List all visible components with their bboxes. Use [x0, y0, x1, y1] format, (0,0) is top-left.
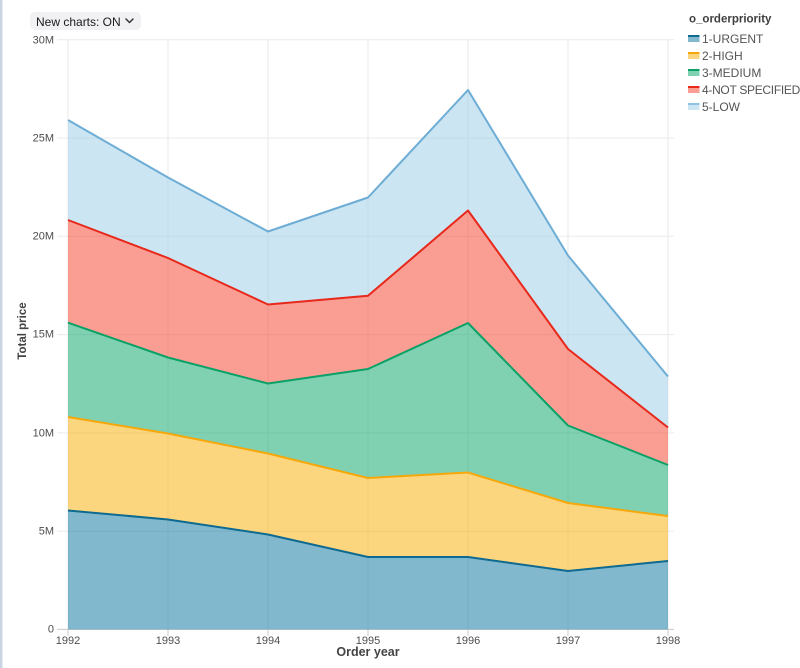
svg-text:5M: 5M [39, 526, 54, 538]
svg-text:25M: 25M [33, 133, 54, 145]
svg-text:20M: 20M [33, 231, 54, 243]
svg-text:1992: 1992 [56, 635, 80, 647]
svg-text:0: 0 [48, 624, 54, 636]
svg-text:2-HIGH: 2-HIGH [702, 49, 743, 63]
svg-text:o_orderpriority: o_orderpriority [689, 14, 772, 26]
svg-text:30M: 30M [33, 35, 54, 47]
svg-text:1-URGENT: 1-URGENT [702, 32, 764, 46]
svg-text:1993: 1993 [156, 635, 180, 647]
svg-text:5-LOW: 5-LOW [702, 100, 741, 114]
svg-text:10M: 10M [33, 428, 54, 440]
svg-text:Order year: Order year [336, 645, 399, 659]
svg-text:1995: 1995 [356, 635, 380, 647]
svg-text:3-MEDIUM: 3-MEDIUM [702, 66, 761, 80]
svg-text:Total price: Total price [17, 302, 29, 359]
svg-text:15M: 15M [33, 329, 54, 341]
svg-text:1996: 1996 [456, 635, 480, 647]
svg-text:1997: 1997 [556, 635, 580, 647]
svg-text:1998: 1998 [656, 635, 680, 647]
svg-text:4-NOT SPECIFIED: 4-NOT SPECIFIED [702, 83, 800, 97]
svg-text:1994: 1994 [256, 635, 280, 647]
